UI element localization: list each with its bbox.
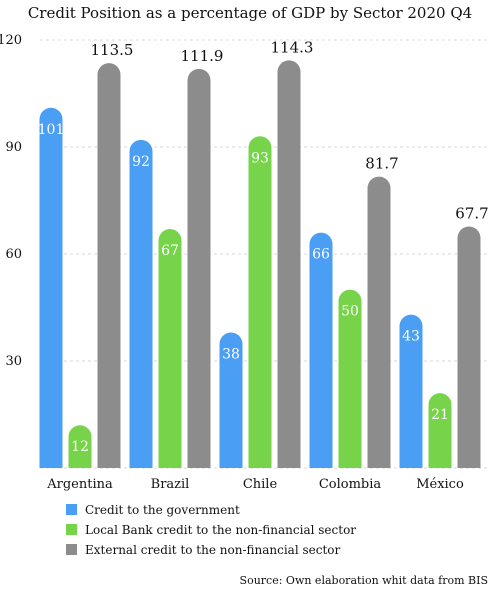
bar <box>338 289 362 468</box>
legend-label: External credit to the non-financial sec… <box>85 543 341 557</box>
data-label: 67.7 <box>455 205 488 223</box>
x-category-label: Brazil <box>151 477 190 492</box>
y-axis-ticks: 30 60 90 120 <box>0 33 22 369</box>
legend: Credit to the government Local Bank credi… <box>66 503 356 557</box>
source-note: Source: Own elaboration whit data from B… <box>240 574 488 587</box>
data-label: 38 <box>222 346 240 362</box>
data-label: 66 <box>312 247 330 263</box>
data-label: 50 <box>341 304 359 320</box>
legend-swatch <box>66 544 77 555</box>
data-label: 114.3 <box>271 38 314 56</box>
data-label: 67 <box>161 243 179 259</box>
bar <box>367 176 391 468</box>
legend-swatch <box>66 504 77 515</box>
x-category-label: México <box>416 477 464 492</box>
bar <box>457 226 481 468</box>
y-tick-label: 120 <box>0 33 22 48</box>
bar <box>277 60 301 468</box>
bar <box>248 136 272 469</box>
legend-swatch <box>66 524 77 535</box>
y-tick-label: 30 <box>5 354 22 369</box>
bar <box>219 332 243 468</box>
bar <box>187 68 211 468</box>
y-tick-label: 60 <box>5 247 22 262</box>
data-label: 21 <box>431 407 449 423</box>
data-label: 43 <box>402 329 420 345</box>
bar <box>428 393 452 468</box>
y-tick-label: 90 <box>5 140 22 155</box>
bar <box>68 425 92 468</box>
data-label: 111.9 <box>181 47 224 65</box>
bars: 101 12 113.5 92 67 111.9 38 93 114.3 66 50 81.7 43 21… <box>38 38 489 469</box>
data-label: 12 <box>71 439 89 455</box>
bar <box>129 139 153 468</box>
data-label: 101 <box>38 122 65 138</box>
bar <box>309 232 333 468</box>
data-label: 93 <box>251 150 269 166</box>
x-category-label: Chile <box>243 477 278 492</box>
bar <box>158 229 182 468</box>
legend-label: Local Bank credit to the non-financial s… <box>85 523 356 537</box>
bar <box>399 314 423 468</box>
chart-title: Credit Position as a percentage of GDP b… <box>28 4 472 22</box>
bar <box>39 107 63 469</box>
x-axis-categories: Argentina Brazil Chile Colombia México <box>46 477 464 492</box>
x-category-label: Colombia <box>319 477 382 492</box>
data-label: 113.5 <box>91 41 134 59</box>
x-category-label: Argentina <box>46 477 113 492</box>
legend-label: Credit to the government <box>85 503 240 517</box>
bar <box>97 63 121 468</box>
data-label: 92 <box>132 154 150 170</box>
data-label: 81.7 <box>365 155 398 173</box>
